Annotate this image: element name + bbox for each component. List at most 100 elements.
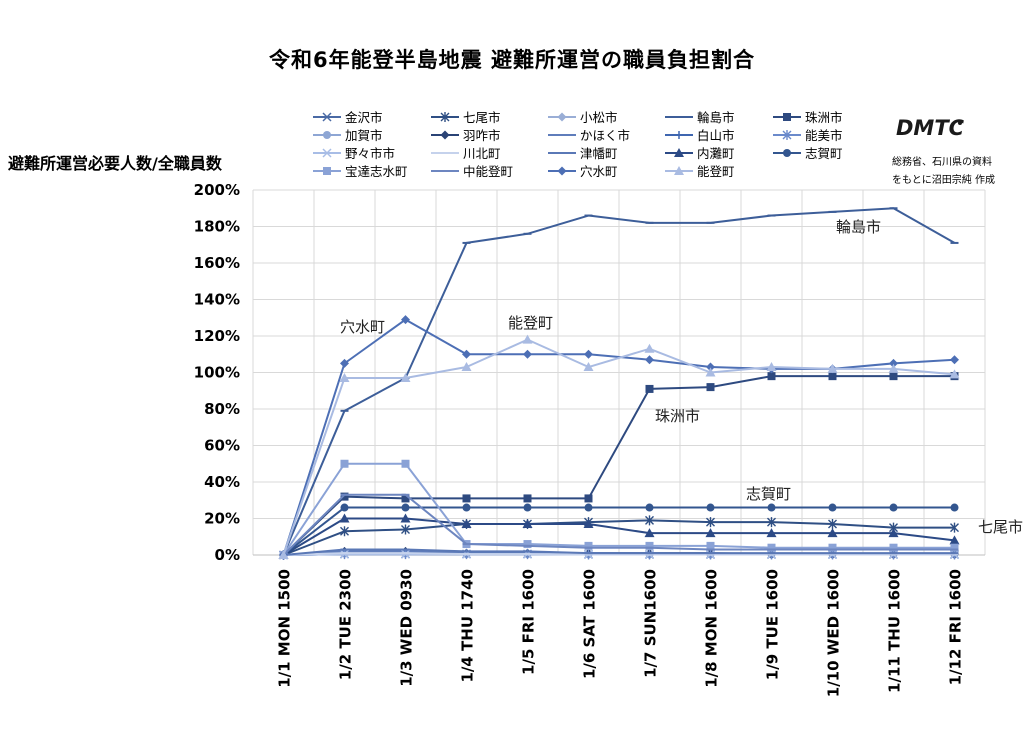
legend-item-かほく市: かほく市 <box>547 126 630 143</box>
legend-label: 加賀市 <box>345 128 383 143</box>
legend-swatch <box>773 129 801 140</box>
data-point <box>950 543 959 552</box>
legend-label: 宝達志水町 <box>345 164 408 179</box>
series-line-津幡町 <box>283 548 955 556</box>
data-point <box>645 503 654 512</box>
data-point <box>462 494 471 503</box>
data-point <box>889 358 898 368</box>
legend-swatch <box>665 165 693 175</box>
series-志賀町 <box>279 503 959 559</box>
data-point <box>400 372 411 382</box>
data-point <box>767 372 776 381</box>
source-note-line-2: をもとに沼田宗純 作成 <box>892 175 995 186</box>
series-line-珠洲市 <box>282 375 955 556</box>
gridlines <box>252 189 986 556</box>
annotation-珠洲市: 珠洲市 <box>655 407 700 425</box>
legend-item-穴水町: 穴水町 <box>547 162 618 179</box>
legend-swatch <box>431 151 459 154</box>
legend-swatch <box>431 111 459 122</box>
data-point <box>584 349 593 359</box>
data-point <box>583 362 594 372</box>
x-tick-label: 1/7 SUN1600 <box>642 569 660 678</box>
data-point <box>584 503 593 512</box>
legend-label: 金沢市 <box>345 110 383 125</box>
data-point <box>645 384 654 393</box>
y-axis-label: 避難所運営必要人数/全職員数 <box>8 154 222 173</box>
data-point <box>401 503 410 512</box>
legend-item-川北町: 川北町 <box>430 144 501 161</box>
legend-marker <box>557 112 567 121</box>
data-point <box>889 543 898 552</box>
data-point <box>278 550 289 559</box>
legend-label: 野々市市 <box>345 146 396 161</box>
data-point <box>766 528 777 538</box>
data-point <box>766 362 777 372</box>
data-point <box>523 349 532 359</box>
legend-marker <box>783 148 791 157</box>
data-point <box>522 334 533 344</box>
x-tick-label: 1/5 FRI 1600 <box>520 569 538 675</box>
data-point <box>339 513 350 523</box>
series-line-能登町 <box>282 338 955 556</box>
series-能登町 <box>278 334 960 559</box>
legend-marker <box>674 147 684 157</box>
source-note-line-1: 総務省、石川県の資料 <box>892 157 992 168</box>
legend-label: 輪島市 <box>697 110 735 125</box>
y-tick-label: 180% <box>194 218 240 236</box>
logo-text: DMTC <box>896 116 964 140</box>
data-point <box>828 543 837 552</box>
series-line-中能登町 <box>282 493 955 556</box>
series-輪島市 <box>279 207 959 556</box>
data-point <box>889 503 898 512</box>
legend-label: 川北町 <box>463 146 501 161</box>
data-point <box>583 518 594 528</box>
annotation-能登町: 能登町 <box>508 314 553 332</box>
data-point <box>827 528 838 538</box>
annotation-七尾市: 七尾市 <box>978 518 1023 536</box>
legend-label: 志賀町 <box>805 146 843 161</box>
chart-title: 令和6年能登半島地震 避難所運営の職員負担割合 <box>269 48 755 72</box>
series-line-輪島市 <box>282 207 955 556</box>
data-point <box>827 363 838 373</box>
legend-label: 能美市 <box>805 128 843 143</box>
legend-swatch <box>665 115 693 118</box>
series-line-志賀町 <box>282 506 955 556</box>
data-point <box>950 522 959 533</box>
data-point <box>645 541 654 550</box>
data-point <box>950 503 959 512</box>
legend-swatch <box>313 147 341 158</box>
data-point <box>888 363 899 373</box>
data-point <box>767 503 776 512</box>
data-point <box>828 503 837 512</box>
legend-marker <box>675 130 683 139</box>
data-point <box>706 517 715 528</box>
legend-label: 津幡町 <box>580 146 618 161</box>
x-tick-label: 1/1 MON 1500 <box>276 569 294 688</box>
data-point <box>339 372 350 382</box>
data-point <box>340 459 349 468</box>
x-tick-label: 1/12 FRI 1600 <box>947 569 965 685</box>
data-point <box>949 369 960 379</box>
annotation-穴水町: 穴水町 <box>340 318 385 336</box>
data-point <box>401 494 410 503</box>
legend-swatch <box>665 147 693 157</box>
y-tick-label: 20% <box>204 510 240 528</box>
y-tick-label: 100% <box>194 364 240 382</box>
x-tick-label: 1/8 MON 1600 <box>703 569 721 688</box>
data-point <box>523 540 532 549</box>
data-point <box>767 517 776 528</box>
data-point <box>950 355 959 365</box>
legend-swatch <box>313 111 341 122</box>
legend-item-輪島市: 輪島市 <box>664 108 735 125</box>
legend-label: 能登町 <box>697 164 735 179</box>
legend-item-加賀市: 加賀市 <box>312 126 383 143</box>
legend-marker <box>322 111 332 122</box>
y-tick-label: 0% <box>215 546 240 564</box>
legend-item-白山市: 白山市 <box>664 126 735 143</box>
legend-marker <box>322 147 332 158</box>
data-point <box>645 355 654 365</box>
legend-item-羽咋市: 羽咋市 <box>430 126 501 143</box>
legend-marker <box>557 166 567 175</box>
